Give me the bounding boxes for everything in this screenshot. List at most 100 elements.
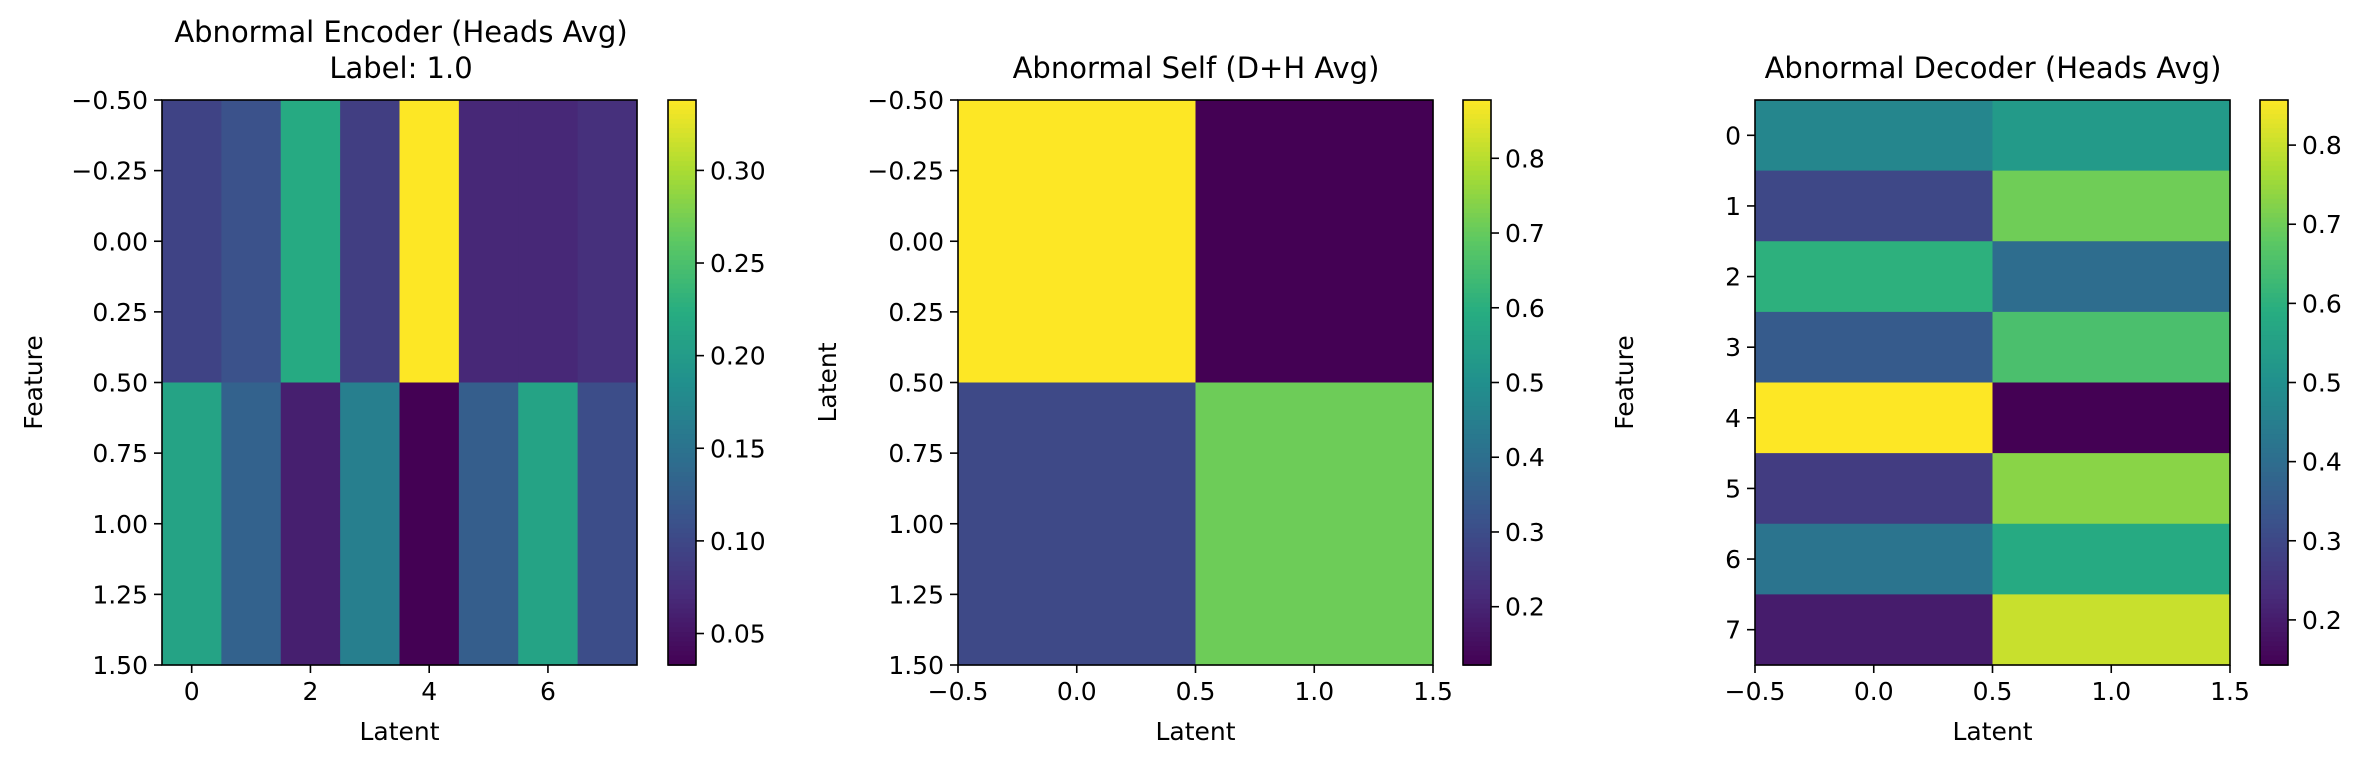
colorbar-segment [2260, 302, 2288, 308]
colorbar-segment [668, 264, 696, 271]
colorbar-segment [2260, 189, 2288, 195]
heatmap-cell-r2-c0 [1755, 241, 1994, 313]
colorbar-segment [2260, 245, 2288, 252]
heatmap-cell-r1-c1 [1195, 382, 1434, 666]
heatmap-cell-r1-c7 [577, 382, 638, 666]
colorbar-segment [1463, 429, 1491, 436]
colorbar-segment [668, 453, 696, 459]
colorbar-segment [1463, 358, 1491, 365]
colorbar-segment [668, 227, 696, 233]
colorbar-segment [668, 552, 696, 558]
colorbar-segment [668, 519, 696, 525]
colorbar-segment [2260, 142, 2288, 148]
colorbar-segment [1463, 231, 1491, 238]
colorbar-segment [1463, 509, 1491, 516]
colorbar-segment [2260, 486, 2288, 492]
colorbar-tick-label-1: 0.10 [710, 527, 766, 556]
colorbar-segment [1463, 401, 1491, 407]
y-tick-label-5: 0.75 [888, 439, 944, 468]
panel-1-title-line1: Abnormal Encoder (Heads Avg) [174, 15, 627, 49]
colorbar-segment [668, 632, 696, 638]
y-tick-label-0: 0 [1725, 121, 1741, 150]
colorbar-segment [2260, 406, 2288, 412]
colorbar-segment [668, 481, 696, 487]
heatmap-cell-r0-c0 [958, 100, 1197, 384]
colorbar-segment [2260, 504, 2288, 511]
colorbar-segment [2260, 170, 2288, 177]
colorbar-segment [668, 278, 696, 285]
colorbar-segment [668, 476, 696, 483]
heatmap-cell-r1-c4 [399, 382, 460, 666]
colorbar-segment [668, 368, 696, 374]
colorbar-segment [1463, 462, 1491, 469]
y-tick-label-4: 4 [1725, 404, 1741, 433]
y-tick-label-6: 1.00 [888, 510, 944, 539]
colorbar-segment [1463, 260, 1491, 266]
colorbar-segment [1463, 316, 1491, 323]
colorbar-segment [2260, 556, 2288, 563]
x-tick-label-4: 1.5 [2210, 677, 2250, 706]
colorbar-segment [1463, 655, 1491, 662]
colorbar-tick-label-4: 0.6 [2302, 289, 2342, 318]
heatmap-cell-r0-c1 [1195, 100, 1434, 384]
colorbar-segment [668, 603, 696, 610]
colorbar-segment [668, 349, 696, 356]
colorbar-segment [2260, 589, 2288, 596]
panel-2: −0.5 0.0 0.5 1.0 1.5 −0.50 −0.25 0.00 0.25 0.50 0.… [813, 86, 1545, 746]
colorbar-segment [668, 467, 696, 473]
colorbar-segment [668, 495, 696, 502]
panel-1: 0 2 4 6 −0.50 −0.25 0.00 0.25 0.50 0.75 1.00 1.25 1.… [19, 86, 766, 746]
x-tick-label-0: −0.5 [1725, 677, 1786, 706]
y-tick-label-4: 0.50 [92, 369, 148, 398]
colorbar-segment [2260, 368, 2288, 374]
colorbar-segment [1463, 406, 1491, 412]
panel-2-title: Abnormal Self (D+H Avg) [1013, 51, 1380, 85]
colorbar-segment [668, 274, 696, 280]
heatmap-cell-r0-c5 [458, 100, 519, 384]
colorbar-segment [668, 236, 696, 243]
heatmap-cell-r0-c2 [280, 100, 341, 384]
colorbar-segment [1463, 269, 1491, 276]
colorbar-segment [2260, 641, 2288, 647]
colorbar-segment [668, 358, 696, 365]
colorbar-segment [1463, 241, 1491, 247]
y-tick-label-3: 0.25 [92, 298, 148, 327]
colorbar-segment [668, 307, 696, 313]
colorbar-segment [668, 627, 696, 633]
colorbar-segment [668, 622, 696, 629]
colorbar-segment [1463, 599, 1491, 605]
colorbar-segment [1463, 255, 1491, 261]
colorbar-tick-label-5: 0.7 [2302, 210, 2342, 239]
colorbar-segment [1463, 504, 1491, 511]
colorbar-segment [2260, 382, 2288, 389]
colorbar-segment [1463, 424, 1491, 431]
y-tick-label-7: 1.25 [888, 580, 944, 609]
colorbar-segment [668, 151, 696, 158]
colorbar-segment [2260, 208, 2288, 214]
colorbar-tick-label-5: 0.30 [710, 156, 766, 185]
colorbar-segment [668, 104, 696, 111]
y-tick-label-1: −0.25 [71, 157, 148, 186]
colorbar-segment [668, 114, 696, 120]
colorbar-segment [2260, 316, 2288, 323]
colorbar-segment [668, 566, 696, 572]
heatmap-cell-r1-c3 [340, 382, 401, 666]
colorbar-segment [1463, 627, 1491, 633]
colorbar-segment [2260, 566, 2288, 572]
colorbar-segment [2260, 420, 2288, 426]
colorbar-segment [2260, 118, 2288, 125]
colorbar-segment [668, 636, 696, 643]
colorbar-segment [668, 617, 696, 624]
colorbar-segment [2260, 575, 2288, 582]
colorbar-segment [1463, 236, 1491, 243]
colorbar-segment [2260, 151, 2288, 158]
colorbar-segment [668, 608, 696, 615]
colorbar-segment [1463, 128, 1491, 134]
colorbar-segment [668, 354, 696, 360]
colorbar-segment [1463, 198, 1491, 205]
colorbar-segment [668, 194, 696, 200]
colorbar-segment [2260, 340, 2288, 346]
y-tick-label-8: 1.50 [92, 651, 148, 680]
heatmap-cell-r0-c0 [162, 100, 222, 384]
